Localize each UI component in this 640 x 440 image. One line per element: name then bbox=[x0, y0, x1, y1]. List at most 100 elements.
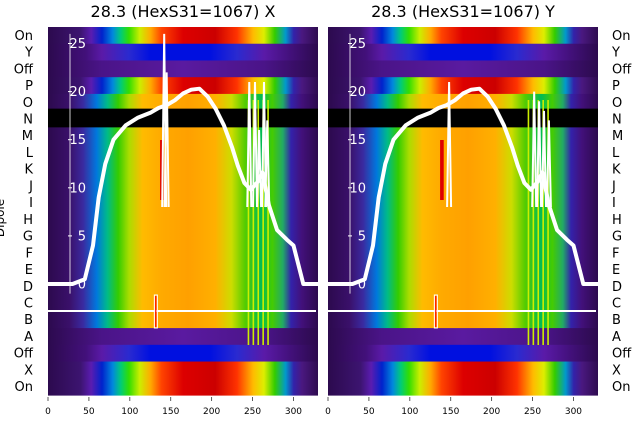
overlay-tick-label: 10 bbox=[69, 181, 86, 196]
overlay-tick-label: 15 bbox=[69, 133, 86, 148]
overlay-spike bbox=[541, 110, 547, 208]
overlay-tick-label: 20 bbox=[69, 85, 86, 100]
heatmap-cell bbox=[328, 77, 598, 95]
heatmap-streak bbox=[537, 100, 540, 345]
heatmap-cell bbox=[328, 177, 598, 195]
row-label: X bbox=[24, 363, 33, 378]
row-label: On bbox=[612, 380, 630, 395]
row-label: On bbox=[612, 29, 630, 44]
heatmap-streak bbox=[547, 100, 549, 345]
overlay-tick-label: 0 bbox=[78, 278, 86, 293]
heatmap-cell bbox=[48, 244, 318, 262]
row-label: G bbox=[612, 230, 622, 245]
y-axis-label: Dipole bbox=[0, 199, 7, 237]
row-label: F bbox=[26, 246, 33, 261]
overlay-spike bbox=[545, 120, 552, 208]
row-label: A bbox=[612, 330, 621, 345]
row-label: A bbox=[24, 330, 33, 345]
heatmap-cell bbox=[48, 211, 318, 229]
row-label: Y bbox=[24, 46, 33, 61]
row-label: F bbox=[612, 246, 619, 261]
row-label: E bbox=[612, 263, 620, 278]
row-label: P bbox=[25, 79, 33, 94]
x-tick-label: 300 bbox=[565, 407, 582, 417]
overlay-tick-label: 5 bbox=[358, 229, 366, 244]
row-label: C bbox=[612, 297, 621, 312]
heatmap-cell bbox=[48, 160, 318, 179]
x-tick-label: 200 bbox=[203, 407, 220, 417]
heatmap-cell bbox=[48, 344, 318, 363]
heatmap-cell bbox=[328, 227, 598, 246]
heatmap-cell bbox=[328, 211, 598, 229]
heatmap-cell bbox=[48, 227, 318, 246]
heatmap-cell bbox=[328, 144, 598, 162]
heatmap-cell bbox=[328, 328, 598, 346]
heatmap-cell bbox=[48, 261, 318, 279]
heatmap-cell bbox=[48, 361, 318, 379]
heatmap-cell bbox=[48, 60, 318, 78]
row-label: Off bbox=[612, 62, 632, 77]
row-label: I bbox=[29, 196, 33, 211]
row-label: M bbox=[22, 129, 33, 144]
heatmap-cell bbox=[328, 194, 598, 212]
overlay-spike bbox=[256, 130, 263, 208]
heatmap-cell bbox=[328, 244, 598, 262]
heatmap-cell bbox=[48, 177, 318, 195]
heatmap-cell bbox=[328, 378, 598, 396]
heatmap-cell bbox=[328, 60, 598, 78]
heatmap-cell bbox=[328, 311, 598, 329]
row-label: D bbox=[612, 280, 622, 295]
row-label: Off bbox=[14, 347, 34, 362]
overlay-tick-label: 20 bbox=[349, 85, 366, 100]
overlay-tick-label: 25 bbox=[349, 37, 366, 52]
x-tick-label: 150 bbox=[442, 407, 459, 417]
heatmap-streak bbox=[252, 100, 255, 345]
row-label: B bbox=[24, 313, 33, 328]
row-label: J bbox=[611, 179, 616, 194]
row-label: L bbox=[26, 146, 34, 161]
overlay-spike bbox=[531, 91, 538, 208]
heatmap-cell bbox=[328, 43, 598, 62]
heatmap-cell bbox=[328, 93, 598, 112]
heatmap-streak bbox=[527, 100, 530, 345]
heatmap-cell bbox=[48, 311, 318, 329]
overlay-spike bbox=[264, 120, 271, 208]
heatmap-cell bbox=[328, 294, 598, 312]
x-tick-label: 0 bbox=[325, 407, 331, 417]
heatmap-streak bbox=[257, 100, 260, 345]
row-label: L bbox=[612, 146, 620, 161]
heatmap-cell bbox=[48, 77, 318, 95]
row-label: G bbox=[23, 230, 33, 245]
x-tick-label: 50 bbox=[83, 407, 95, 417]
heatmap-streak bbox=[440, 140, 443, 200]
heatmap-cell bbox=[48, 194, 318, 212]
heatmap-streak bbox=[532, 100, 535, 345]
heatmap-cell bbox=[48, 43, 318, 62]
heatmap-cell bbox=[328, 108, 598, 129]
heatmap-streak bbox=[267, 100, 269, 345]
overlay-marker bbox=[435, 296, 437, 327]
heatmap-cell bbox=[48, 27, 318, 45]
chart-title: 28.3 (HexS31=1067) Y bbox=[371, 2, 555, 21]
overlay-spike bbox=[536, 101, 543, 208]
row-label: H bbox=[23, 213, 33, 228]
heatmap-cell bbox=[48, 328, 318, 346]
overlay-spike bbox=[163, 72, 170, 208]
heatmap-cell bbox=[48, 144, 318, 162]
x-tick-label: 250 bbox=[244, 407, 261, 417]
heatmap-cell bbox=[328, 277, 598, 296]
overlay-spike bbox=[252, 81, 258, 208]
row-label: D bbox=[23, 280, 33, 295]
heatmap-streak bbox=[160, 140, 163, 200]
x-tick-label: 300 bbox=[285, 407, 302, 417]
x-tick-label: 150 bbox=[162, 407, 179, 417]
x-tick-label: 250 bbox=[524, 407, 541, 417]
overlay-tick-label: 15 bbox=[349, 133, 366, 148]
heatmap-cell bbox=[48, 108, 318, 129]
heatmap-cell bbox=[328, 160, 598, 179]
row-label: O bbox=[23, 96, 33, 111]
row-label: O bbox=[612, 96, 622, 111]
row-label: E bbox=[25, 263, 33, 278]
chart-title: 28.3 (HexS31=1067) X bbox=[91, 2, 276, 21]
